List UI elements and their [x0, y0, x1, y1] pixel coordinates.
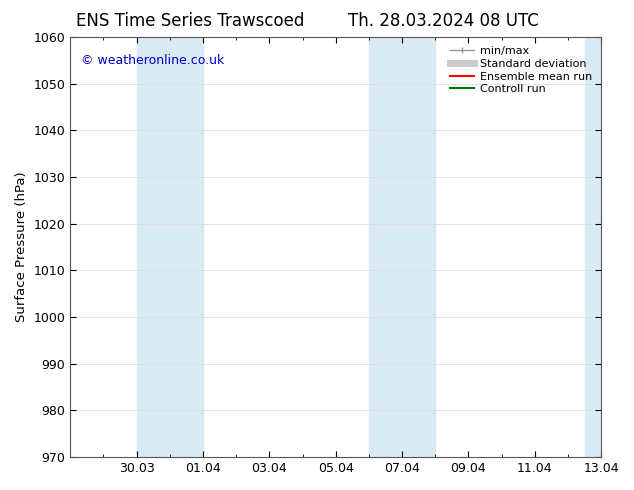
Bar	[369, 37, 436, 457]
Y-axis label: Surface Pressure (hPa): Surface Pressure (hPa)	[15, 172, 28, 322]
Text: © weatheronline.co.uk: © weatheronline.co.uk	[81, 54, 224, 67]
Legend: min/max, Standard deviation, Ensemble mean run, Controll run: min/max, Standard deviation, Ensemble me…	[447, 43, 595, 98]
Text: ENS Time Series Trawscoed: ENS Time Series Trawscoed	[76, 12, 304, 30]
Bar	[137, 37, 203, 457]
Bar	[585, 37, 601, 457]
Text: Th. 28.03.2024 08 UTC: Th. 28.03.2024 08 UTC	[349, 12, 539, 30]
